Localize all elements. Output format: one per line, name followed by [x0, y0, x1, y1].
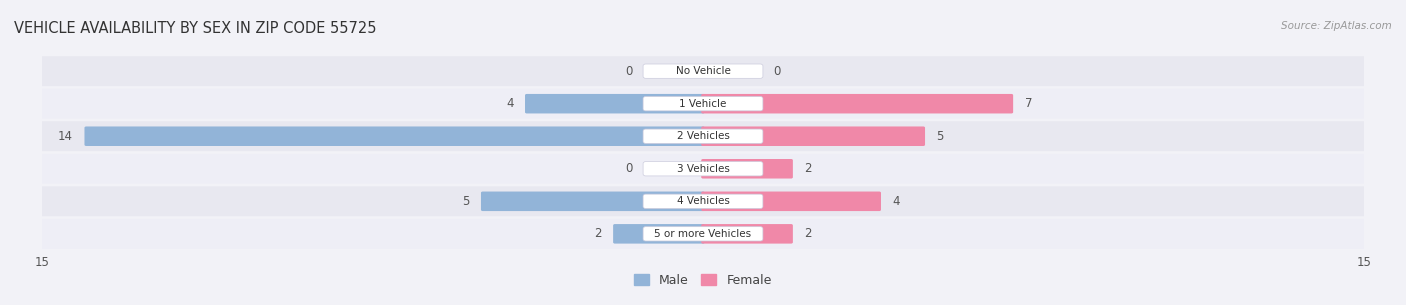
FancyBboxPatch shape: [702, 94, 1014, 113]
FancyBboxPatch shape: [702, 127, 925, 146]
Text: 2: 2: [804, 227, 811, 240]
Text: 5: 5: [463, 195, 470, 208]
FancyBboxPatch shape: [643, 64, 763, 78]
Text: 0: 0: [626, 65, 633, 78]
FancyBboxPatch shape: [18, 121, 1388, 151]
FancyBboxPatch shape: [18, 89, 1388, 119]
Text: 0: 0: [626, 162, 633, 175]
FancyBboxPatch shape: [18, 219, 1388, 249]
Text: 5 or more Vehicles: 5 or more Vehicles: [654, 229, 752, 239]
Text: 2: 2: [804, 162, 811, 175]
Text: 4 Vehicles: 4 Vehicles: [676, 196, 730, 206]
Text: 2: 2: [595, 227, 602, 240]
FancyBboxPatch shape: [18, 154, 1388, 184]
FancyBboxPatch shape: [84, 127, 704, 146]
Text: 5: 5: [936, 130, 943, 143]
FancyBboxPatch shape: [643, 97, 763, 111]
FancyBboxPatch shape: [702, 192, 882, 211]
Text: Source: ZipAtlas.com: Source: ZipAtlas.com: [1281, 21, 1392, 31]
Text: VEHICLE AVAILABILITY BY SEX IN ZIP CODE 55725: VEHICLE AVAILABILITY BY SEX IN ZIP CODE …: [14, 21, 377, 36]
FancyBboxPatch shape: [613, 224, 704, 244]
Text: 4: 4: [506, 97, 513, 110]
FancyBboxPatch shape: [643, 227, 763, 241]
Text: 7: 7: [1025, 97, 1032, 110]
Text: 14: 14: [58, 130, 73, 143]
FancyBboxPatch shape: [524, 94, 704, 113]
Text: 2 Vehicles: 2 Vehicles: [676, 131, 730, 141]
Text: 0: 0: [773, 65, 780, 78]
FancyBboxPatch shape: [481, 192, 704, 211]
Legend: Male, Female: Male, Female: [634, 274, 772, 287]
FancyBboxPatch shape: [702, 224, 793, 244]
FancyBboxPatch shape: [643, 194, 763, 208]
FancyBboxPatch shape: [18, 186, 1388, 216]
Text: No Vehicle: No Vehicle: [675, 66, 731, 76]
FancyBboxPatch shape: [643, 129, 763, 143]
Text: 3 Vehicles: 3 Vehicles: [676, 164, 730, 174]
Text: 1 Vehicle: 1 Vehicle: [679, 99, 727, 109]
Text: 4: 4: [893, 195, 900, 208]
FancyBboxPatch shape: [702, 159, 793, 178]
FancyBboxPatch shape: [643, 162, 763, 176]
FancyBboxPatch shape: [18, 56, 1388, 86]
